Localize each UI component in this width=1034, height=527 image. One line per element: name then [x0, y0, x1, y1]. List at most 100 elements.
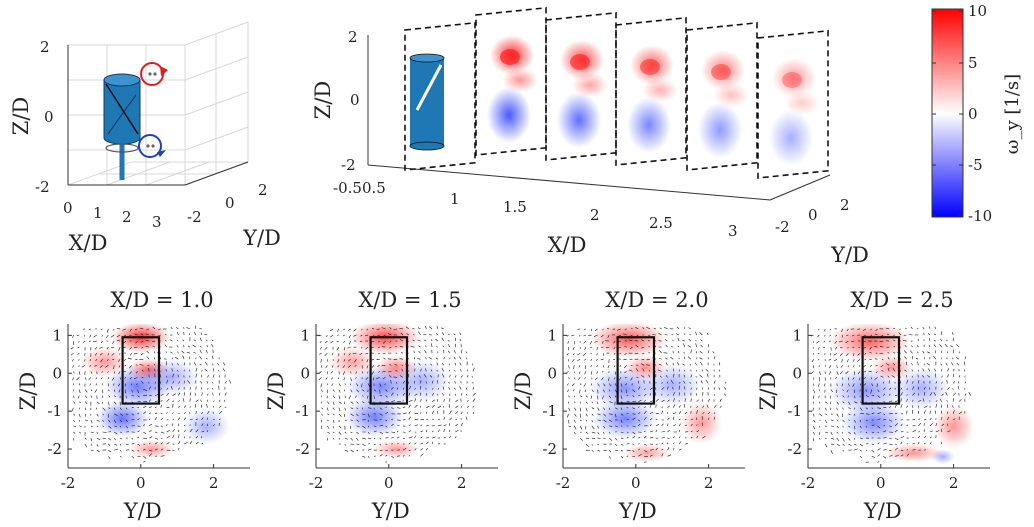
setup-y-axis [184, 161, 249, 186]
slice-panel-4: -2 0 2 1 0 -1 -2 X/D = 2.5 Y/D Z/D [756, 288, 990, 523]
panel-x-tick: 0 [384, 474, 394, 492]
panel-z-tick: -2 [787, 440, 802, 458]
negative-vorticity-region [592, 398, 657, 439]
panel-z-tick: -2 [542, 440, 557, 458]
slices-y-label: Y/D [830, 243, 869, 267]
velocity-vectors [566, 326, 727, 463]
positive-vorticity-core [500, 49, 520, 65]
rotor-cylinder [103, 73, 141, 180]
panel-x-label: Y/D [618, 499, 657, 523]
panel-z-tick: -1 [787, 402, 802, 420]
panel-z-tick: -1 [47, 402, 62, 420]
negative-vorticity-region [891, 367, 950, 410]
negative-vorticity-region [698, 102, 742, 158]
setup-y-tick: -2 [187, 208, 202, 226]
panel-x-tick: 2 [704, 474, 714, 492]
positive-vorticity-region [128, 439, 176, 459]
vorticity-field [70, 324, 231, 463]
panel-z-tick: -1 [295, 402, 310, 420]
positive-vorticity-core [570, 54, 590, 70]
slices-x-label: X/D [548, 233, 587, 257]
setup-z-tick: 0 [44, 108, 54, 126]
setup-x-tick: 0 [63, 199, 73, 217]
panel-x-label: Y/D [123, 499, 162, 523]
setup-x-tick: 1 [93, 204, 103, 222]
negative-vorticity-region [96, 400, 149, 437]
slice-frame [686, 21, 758, 171]
slices-y-axis [769, 174, 831, 201]
panel-z-label: Z/D [16, 372, 40, 411]
vorticity-field [566, 324, 727, 463]
slices-x-tick: 0.5 [362, 179, 386, 197]
negative-vorticity-region [931, 449, 955, 464]
positive-vorticity-core [711, 64, 731, 80]
slice-panel-1: -2 0 2 1 0 -1 -2 X/D = 1.0 Y/D Z/D [16, 288, 250, 523]
panel-z-tick: -2 [295, 440, 310, 458]
slices-y-tick: -2 [775, 218, 790, 236]
velocity-vectors [70, 325, 231, 463]
colorbar: 10 5 0 -5 -10 ω_y [1/s] [931, 2, 1023, 225]
panel-z-tick: 0 [52, 364, 62, 382]
slice-plane [615, 16, 687, 166]
vortex-negative-icon [138, 134, 166, 158]
panel-z-tick: 0 [547, 364, 557, 382]
panel-title: X/D = 2.0 [605, 288, 708, 312]
bottom-panels: -2 0 2 1 0 -1 -2 X/D = 1.0 Y/D Z/D -2 0 2 1 0 -1 -2 X/D =… [16, 288, 990, 523]
slices-3d-plot: 2 0 -2 -0.5 0.5 1 1.5 2 2.5 3 -2 0 2 Z/D… [311, 6, 869, 267]
colorbar-tick: -5 [968, 156, 983, 174]
slice-plane [545, 11, 617, 161]
slice-frame [404, 21, 476, 171]
slices-z-tick: 2 [348, 28, 358, 46]
panel-z-label: Z/D [511, 372, 535, 411]
panel-title: X/D = 1.0 [110, 288, 213, 312]
slices-z-tick: 0 [350, 91, 360, 109]
panel-z-tick: 1 [792, 326, 802, 344]
negative-vorticity-region [643, 363, 702, 406]
panel-x-label: Y/D [863, 499, 902, 523]
setup-y-label: Y/D [242, 226, 281, 250]
slices-y-tick: 0 [808, 206, 818, 224]
panel-x-tick: 0 [631, 474, 641, 492]
positive-vorticity-core [640, 59, 660, 75]
setup-y-tick: 2 [258, 181, 268, 199]
rotor-outline [616, 336, 656, 405]
positive-vorticity-region [350, 324, 421, 355]
panel-z-tick: 1 [300, 326, 310, 344]
panel-x-tick: 0 [136, 474, 146, 492]
setup-y-tick: 0 [225, 194, 235, 212]
positive-vorticity-region [372, 439, 420, 459]
slices-y-tick: 2 [840, 196, 850, 214]
panel-x-label: Y/D [371, 499, 410, 523]
slices-x-tick: 3 [728, 222, 738, 240]
negative-vorticity-region [769, 110, 813, 166]
panel-z-tick: 0 [792, 364, 802, 382]
negative-vorticity-region [627, 97, 671, 153]
colorbar-tick: 0 [968, 105, 978, 123]
setup-z-tick: 2 [40, 38, 50, 56]
setup-z-label: Z/D [9, 97, 33, 136]
slice-plane [757, 29, 829, 179]
colorbar-label: ω_y [1/s] [1002, 74, 1023, 154]
positive-vorticity-region [680, 401, 722, 444]
negative-vorticity-region [345, 396, 404, 437]
positive-vorticity-region [829, 324, 911, 361]
slice-panel-2: -2 0 2 1 0 -1 -2 X/D = 1.5 Y/D Z/D [264, 288, 498, 523]
positive-vorticity-region [772, 58, 816, 98]
setup-x-label: X/D [69, 231, 108, 255]
panel-z-label: Z/D [264, 372, 288, 411]
negative-vorticity-region [183, 408, 230, 445]
rotor-outline [861, 336, 901, 405]
setup-x-tick: 2 [122, 208, 132, 226]
positive-vorticity-region [701, 50, 745, 90]
slice-plane [475, 6, 547, 156]
panel-z-tick: 1 [547, 326, 557, 344]
panel-z-label: Z/D [756, 372, 780, 411]
positive-vorticity-core [782, 72, 802, 88]
slice-plane [686, 21, 758, 171]
slices-x-axis [367, 164, 771, 201]
panel-z-tick: -2 [47, 440, 62, 458]
colorbar-tick: 5 [968, 54, 978, 72]
panel-x-tick: 2 [209, 474, 219, 492]
setup-z-tick: -2 [35, 178, 50, 196]
